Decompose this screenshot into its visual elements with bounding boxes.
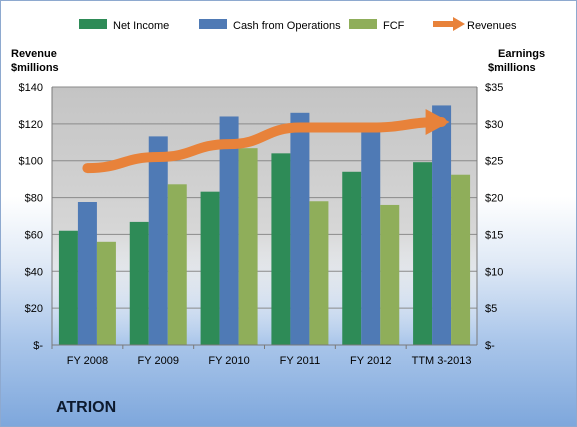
legend-label: FCF [383,20,405,32]
legend-arrowhead [453,17,465,31]
left-tick-label: $20 [25,303,43,315]
bar-cash-from-operations [361,127,381,346]
right-tick-label: $15 [485,229,503,241]
right-tick-label: $20 [485,193,503,205]
left-axis-title-line1: Revenue [11,48,57,60]
left-tick-label: $80 [25,193,43,205]
left-tick-label: $100 [19,156,43,168]
bar-net-income [129,221,149,345]
left-tick-label: $60 [25,229,43,241]
legend-swatch [349,19,377,29]
axes: $- $20 $40 $60 $80 $100 $120 $140 $- $5 $10 $15 $20 $… [19,82,504,367]
legend-label: Cash from Operations [233,20,341,32]
right-tick-label: $35 [485,82,503,94]
right-tick-label: $25 [485,156,503,168]
x-tick-label: FY 2010 [208,355,249,367]
bar-net-income [413,162,433,345]
bar-fcf [451,174,471,345]
bar-fcf [380,204,400,345]
bar-fcf [96,241,116,345]
bar-cash-from-operations [432,105,452,345]
bar-net-income [342,171,362,345]
revenues-line [82,109,450,174]
right-axis-title-line2: $millions [488,62,536,74]
x-tick-label: TTM 3-2013 [412,355,472,367]
revenues-line-path [82,117,447,174]
bar-net-income [271,153,291,345]
legend-swatch [199,19,227,29]
legend-label: Revenues [467,20,517,32]
left-tick-label: $- [33,340,43,352]
legend-swatch [79,19,107,29]
bars [58,105,471,346]
right-tick-label: $10 [485,266,503,278]
bar-cash-from-operations [219,116,239,345]
left-tick-label: $40 [25,266,43,278]
bar-net-income [200,191,220,345]
bar-fcf [167,184,187,345]
bar-fcf [309,201,329,345]
right-tick-label: $30 [485,119,503,131]
right-tick-label: $- [485,340,495,352]
left-axis-title-line2: $millions [11,62,59,74]
bar-cash-from-operations [148,136,168,345]
revenues-arrowhead [425,109,450,136]
x-tick-label: FY 2011 [280,355,321,367]
x-tick-label: FY 2008 [67,355,108,367]
bar-cash-from-operations [290,112,310,345]
left-tick-label: $140 [19,82,43,94]
left-tick-label: $120 [19,119,43,131]
company-name: ATRION [56,399,117,416]
x-tick-label: FY 2009 [138,355,179,367]
legend: Net Income Cash from Operations FCF Revenue… [79,17,517,32]
plot-area [52,87,477,345]
bar-net-income [58,230,78,345]
bar-cash-from-operations [77,201,97,345]
right-tick-label: $5 [485,303,497,315]
legend-label: Net Income [113,20,169,32]
right-axis-title-line1: Earnings [498,48,545,60]
bar-fcf [238,148,258,345]
x-tick-label: FY 2012 [350,355,391,367]
